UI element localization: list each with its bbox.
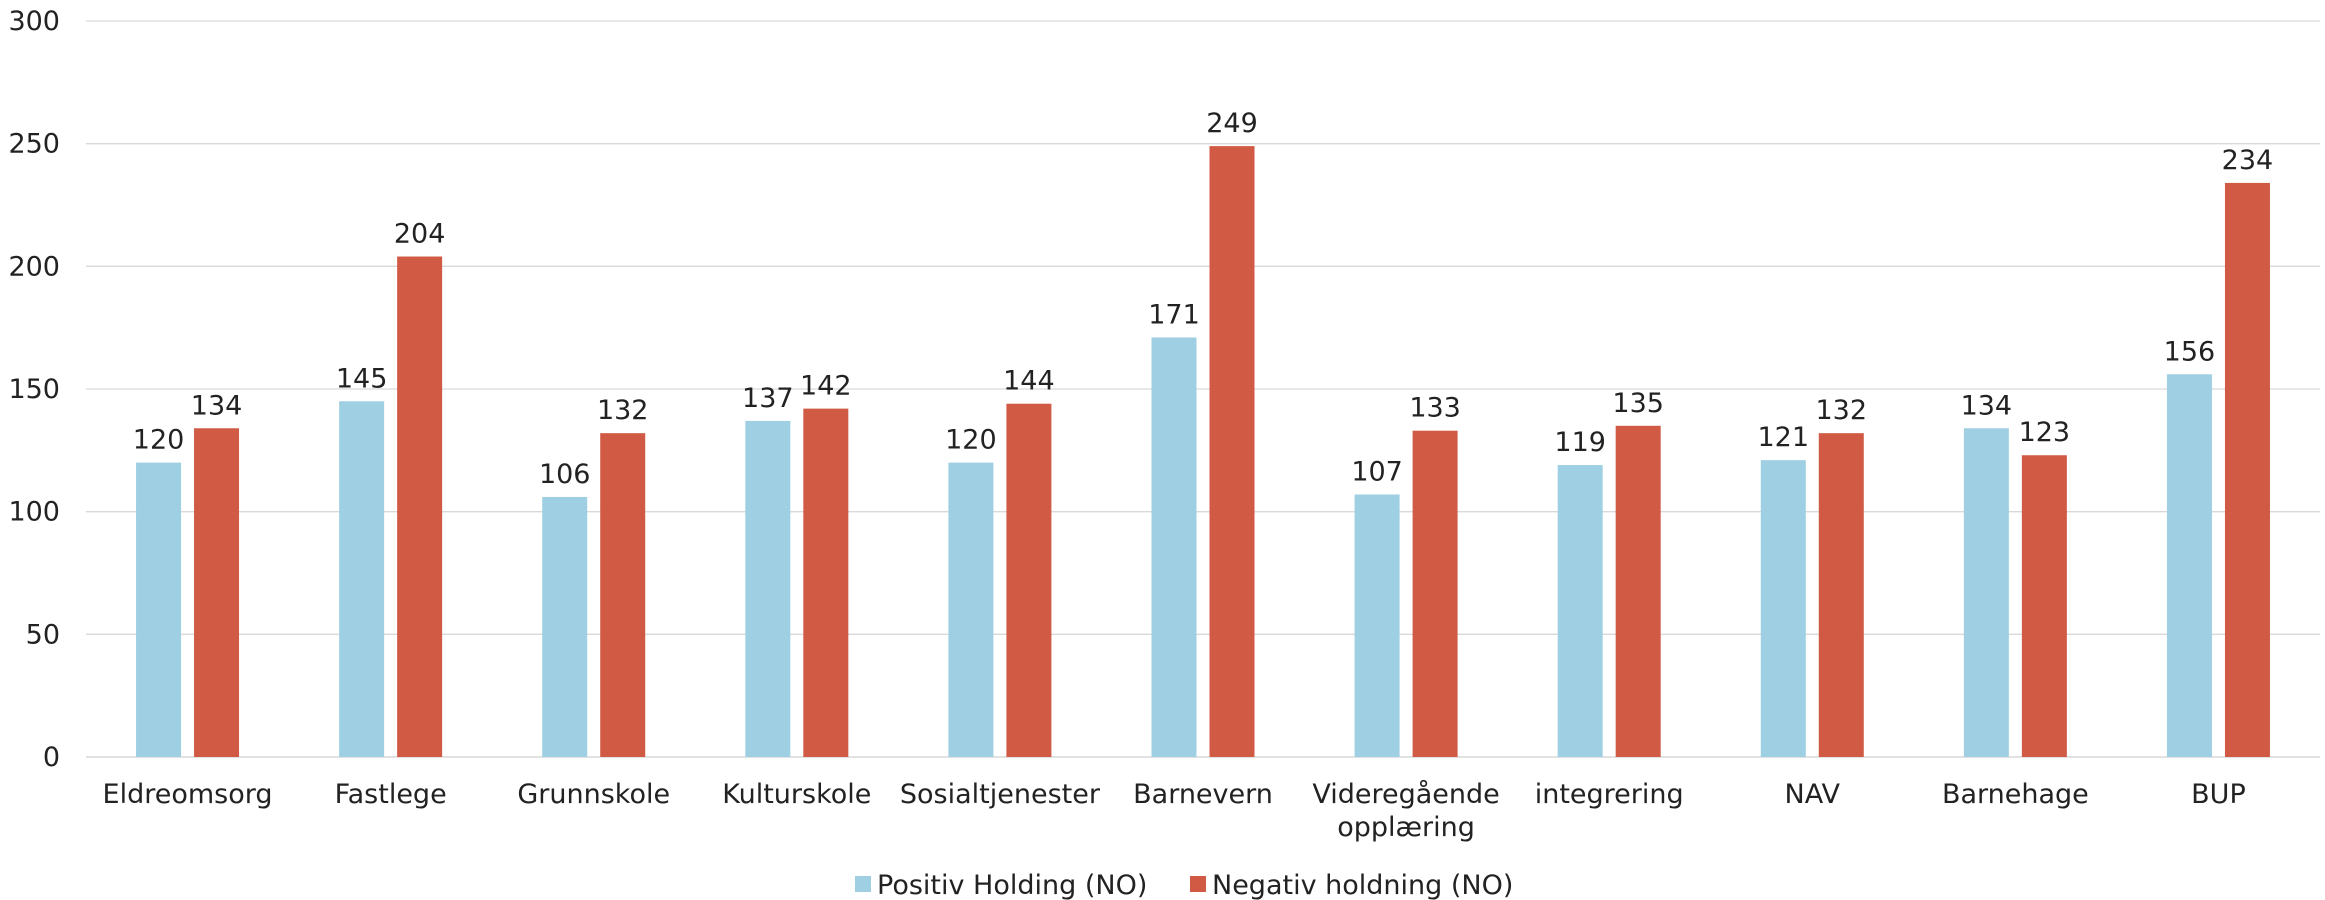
legend-swatch (1190, 876, 1206, 892)
bar-positiv (1557, 465, 1603, 757)
x-tick-label: opplæring (1337, 812, 1475, 843)
data-label: 119 (1554, 427, 1606, 458)
data-label: 132 (1815, 395, 1867, 426)
bar-positiv (745, 420, 791, 757)
data-label: 107 (1351, 456, 1403, 487)
data-label: 234 (2222, 145, 2274, 176)
data-label: 142 (800, 371, 852, 402)
data-label: 134 (191, 390, 243, 421)
data-label: 121 (1757, 422, 1809, 453)
bar-negativ (600, 433, 646, 757)
legend-label: Positiv Holding (NO) (877, 870, 1147, 900)
data-label: 144 (1003, 366, 1055, 397)
bar-negativ (803, 408, 849, 757)
x-tick-label: integrering (1535, 779, 1684, 810)
x-tick-label: Kulturskole (722, 779, 871, 810)
bar-negativ (1006, 403, 1052, 757)
bar-positiv (1760, 460, 1806, 757)
x-tick-label: Videregående (1312, 779, 1499, 810)
data-label: 204 (394, 219, 446, 250)
legend-swatch (855, 876, 871, 892)
legend-label: Negativ holdning (NO) (1212, 870, 1513, 900)
bar-positiv (1354, 494, 1400, 757)
x-tick-label: NAV (1785, 779, 1841, 810)
data-label: 106 (539, 459, 591, 490)
bar-positiv (339, 401, 385, 757)
x-tick-label: Barnehage (1942, 779, 2089, 810)
legend: Positiv Holding (NO) Negativ holdning (NO… (855, 870, 1513, 900)
bar-positiv (2166, 374, 2212, 757)
x-tick-label: BUP (2191, 779, 2246, 810)
data-label: 145 (336, 363, 388, 394)
x-tick-label: Eldreomsorg (103, 779, 273, 810)
bar-positiv (948, 462, 994, 757)
y-tick-label: 250 (8, 129, 60, 160)
x-tick-label: Grunnskole (517, 779, 670, 810)
y-tick-label: 200 (8, 251, 60, 282)
x-axis: Eldreomsorg Fastlege Grunnskole Kulturskole… (103, 779, 2246, 843)
data-label: 132 (597, 395, 649, 426)
bar-positiv (542, 496, 588, 757)
data-label: 249 (1206, 108, 1258, 139)
gridlines (86, 20, 2320, 758)
x-tick-label: Fastlege (335, 779, 447, 810)
bar-positiv (1151, 337, 1197, 757)
data-label: 133 (1409, 393, 1461, 424)
data-label: 123 (2019, 417, 2071, 448)
bar-negativ (1615, 425, 1661, 757)
bar-negativ (2021, 455, 2067, 757)
y-tick-label: 0 (43, 742, 60, 773)
data-label: 171 (1148, 299, 1200, 330)
bar-negativ (2224, 182, 2270, 758)
bars (136, 146, 2270, 758)
data-label: 137 (742, 383, 794, 414)
bar-negativ (1209, 146, 1255, 757)
x-tick-label: Sosialtjenester (900, 779, 1101, 810)
bar-negativ (1818, 433, 1864, 757)
bar-negativ (1412, 430, 1458, 757)
data-label: 156 (2164, 336, 2216, 367)
bar-positiv (1963, 428, 2009, 757)
y-tick-label: 300 (8, 6, 60, 37)
bar-negativ (397, 256, 443, 757)
bar-positiv (136, 462, 182, 757)
data-label: 120 (945, 425, 997, 456)
data-label: 135 (1612, 388, 1664, 419)
y-tick-label: 50 (26, 619, 60, 650)
y-tick-label: 100 (8, 497, 60, 528)
bar-negativ (194, 428, 240, 757)
data-label: 120 (133, 425, 185, 456)
data-label: 134 (1961, 390, 2013, 421)
y-axis: 0 50 100 150 200 250 300 (8, 6, 60, 773)
x-tick-label: Barnevern (1133, 779, 1273, 810)
y-tick-label: 150 (8, 374, 60, 405)
